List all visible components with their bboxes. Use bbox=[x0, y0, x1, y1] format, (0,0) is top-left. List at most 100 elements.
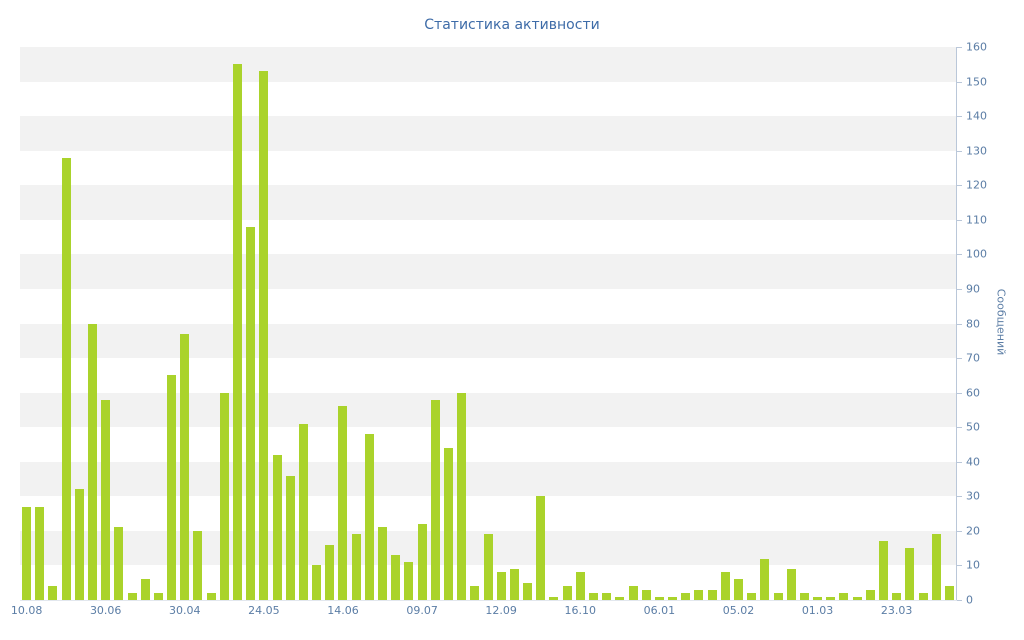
bar[interactable] bbox=[417, 523, 427, 600]
chart-title: Статистика активности bbox=[424, 17, 600, 33]
bar[interactable] bbox=[602, 593, 612, 600]
y-axis-tick bbox=[957, 600, 962, 601]
bar[interactable] bbox=[483, 534, 493, 600]
bar[interactable] bbox=[865, 589, 875, 600]
grid-band bbox=[20, 496, 956, 531]
bar[interactable] bbox=[153, 593, 163, 600]
bar[interactable] bbox=[180, 333, 190, 600]
bar[interactable] bbox=[588, 593, 598, 600]
bar[interactable] bbox=[496, 572, 506, 600]
bar[interactable] bbox=[140, 579, 150, 600]
bar[interactable] bbox=[114, 527, 124, 600]
x-axis-tick-label: 30.04 bbox=[169, 604, 201, 617]
x-axis-tick-label: 01.03 bbox=[801, 604, 834, 617]
bar[interactable] bbox=[773, 593, 783, 600]
bar[interactable] bbox=[443, 447, 453, 600]
grid-band bbox=[20, 81, 956, 117]
y-axis-tick bbox=[957, 254, 962, 256]
bar[interactable] bbox=[707, 589, 717, 600]
y-axis-tick bbox=[957, 461, 962, 463]
bar[interactable] bbox=[233, 64, 243, 600]
x-axis-tick-label: 09.07 bbox=[406, 604, 438, 617]
bar[interactable] bbox=[246, 226, 256, 600]
bar[interactable] bbox=[74, 489, 84, 600]
bar[interactable] bbox=[575, 572, 585, 600]
bar[interactable] bbox=[839, 593, 849, 600]
bar[interactable] bbox=[747, 593, 757, 600]
bar[interactable] bbox=[101, 399, 111, 600]
bar[interactable] bbox=[826, 596, 836, 600]
x-axis-tick-label: 06.01 bbox=[643, 604, 676, 617]
bar[interactable] bbox=[457, 392, 467, 600]
x-axis-tick-label: 16.10 bbox=[564, 604, 597, 617]
y-axis-tick bbox=[957, 530, 962, 532]
bar[interactable] bbox=[905, 548, 915, 600]
bar[interactable] bbox=[378, 527, 388, 600]
bar[interactable] bbox=[918, 593, 928, 600]
bar[interactable] bbox=[219, 392, 229, 600]
bar[interactable] bbox=[325, 544, 335, 600]
bar[interactable] bbox=[404, 561, 414, 600]
x-axis-tick-label: 23.03 bbox=[880, 604, 913, 617]
bar[interactable] bbox=[22, 506, 32, 600]
bar[interactable] bbox=[88, 323, 97, 600]
bar[interactable] bbox=[193, 530, 203, 600]
bar[interactable] bbox=[694, 589, 704, 600]
bar[interactable] bbox=[668, 596, 678, 600]
bar[interactable] bbox=[654, 596, 664, 600]
y-axis-tick-label: 50 bbox=[966, 420, 980, 434]
bar[interactable] bbox=[641, 589, 651, 600]
grid-band bbox=[20, 358, 956, 393]
bar[interactable] bbox=[430, 399, 440, 600]
bar[interactable] bbox=[167, 375, 177, 600]
bar[interactable] bbox=[61, 157, 71, 600]
bar[interactable] bbox=[892, 593, 902, 600]
grid-band bbox=[20, 116, 956, 151]
bar[interactable] bbox=[549, 596, 559, 600]
y-axis-tick-label: 110 bbox=[966, 213, 987, 227]
bar[interactable] bbox=[681, 593, 691, 600]
bar[interactable] bbox=[852, 596, 862, 600]
bar[interactable] bbox=[470, 586, 480, 600]
bar[interactable] bbox=[312, 565, 322, 600]
y-axis-tick bbox=[957, 427, 962, 429]
y-axis-line bbox=[956, 47, 957, 601]
bar[interactable] bbox=[48, 586, 58, 600]
y-axis-tick-label: 120 bbox=[966, 178, 987, 192]
y-axis-tick bbox=[957, 392, 962, 394]
y-axis-tick-label: 150 bbox=[966, 75, 987, 89]
bar[interactable] bbox=[127, 593, 137, 600]
y-axis-tick-label: 100 bbox=[966, 247, 987, 261]
grid-band bbox=[20, 254, 956, 289]
bar[interactable] bbox=[364, 434, 374, 600]
bar[interactable] bbox=[536, 496, 546, 600]
bar[interactable] bbox=[523, 582, 533, 600]
bar[interactable] bbox=[509, 568, 519, 600]
y-axis-tick-label: 160 bbox=[966, 40, 987, 54]
bar[interactable] bbox=[760, 558, 770, 600]
bar[interactable] bbox=[285, 475, 295, 600]
bar[interactable] bbox=[786, 568, 796, 600]
bar[interactable] bbox=[944, 586, 954, 600]
bar[interactable] bbox=[35, 506, 45, 600]
bar[interactable] bbox=[338, 406, 348, 600]
bar[interactable] bbox=[628, 586, 638, 600]
bar[interactable] bbox=[720, 572, 730, 600]
bar[interactable] bbox=[298, 423, 308, 600]
bar[interactable] bbox=[878, 541, 888, 600]
bar[interactable] bbox=[562, 586, 572, 600]
y-axis-tick bbox=[957, 288, 962, 290]
bar[interactable] bbox=[733, 579, 743, 600]
y-axis-tick-label: 130 bbox=[966, 144, 987, 158]
bar[interactable] bbox=[206, 593, 216, 600]
bar[interactable] bbox=[813, 596, 823, 600]
grid-band bbox=[20, 323, 956, 359]
bar[interactable] bbox=[391, 555, 401, 600]
bar[interactable] bbox=[799, 593, 809, 600]
bar[interactable] bbox=[272, 454, 282, 600]
y-axis-tick-label: 80 bbox=[966, 317, 980, 330]
bar[interactable] bbox=[931, 534, 941, 600]
bar[interactable] bbox=[259, 71, 269, 600]
bar[interactable] bbox=[615, 596, 625, 600]
bar[interactable] bbox=[351, 534, 361, 600]
